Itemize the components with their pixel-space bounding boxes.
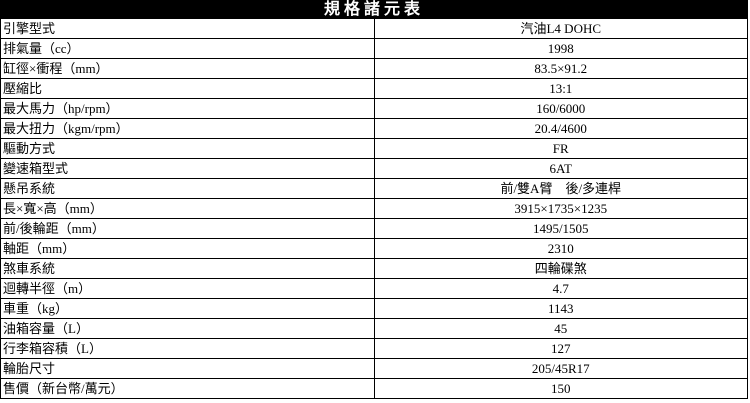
spec-value-cell: FR xyxy=(373,138,748,159)
spec-value-cell: 1143 xyxy=(373,298,748,319)
table-row: 前/後輪距（mm） 1495/1505 xyxy=(0,218,748,239)
spec-value-cell: 45 xyxy=(373,318,748,339)
table-row: 驅動方式 FR xyxy=(0,138,748,159)
table-row: 油箱容量（L） 45 xyxy=(0,318,748,339)
spec-value-cell: 2310 xyxy=(373,238,748,259)
spec-label-cell: 售價（新台幣/萬元） xyxy=(0,378,375,399)
spec-label-cell: 懸吊系統 xyxy=(0,178,375,199)
spec-value-cell: 6AT xyxy=(373,158,748,179)
spec-label-cell: 前/後輪距（mm） xyxy=(0,218,375,239)
table-row: 排氣量（cc） 1998 xyxy=(0,38,748,59)
spec-value-cell: 四輪碟煞 xyxy=(373,258,748,279)
table-row: 輪胎尺寸 205/45R17 xyxy=(0,358,748,379)
table-row: 最大扭力（kgm/rpm） 20.4/4600 xyxy=(0,118,748,139)
spec-label-cell: 軸距（mm） xyxy=(0,238,375,259)
spec-table-body: 引擎型式 汽油L4 DOHC 排氣量（cc） 1998 缸徑×衝程（mm） 83… xyxy=(0,18,748,399)
spec-label-cell: 驅動方式 xyxy=(0,138,375,159)
spec-value-cell: 1495/1505 xyxy=(373,218,748,239)
table-row: 長×寬×高（mm） 3915×1735×1235 xyxy=(0,198,748,219)
spec-label-cell: 最大扭力（kgm/rpm） xyxy=(0,118,375,139)
table-row: 軸距（mm） 2310 xyxy=(0,238,748,259)
table-row: 引擎型式 汽油L4 DOHC xyxy=(0,18,748,39)
spec-label-cell: 排氣量（cc） xyxy=(0,38,375,59)
table-title: 規格諸元表 xyxy=(0,0,748,19)
spec-label-cell: 引擎型式 xyxy=(0,18,375,39)
spec-label-cell: 車重（kg） xyxy=(0,298,375,319)
spec-value-cell: 150 xyxy=(373,378,748,399)
spec-value-cell: 汽油L4 DOHC xyxy=(373,18,748,39)
spec-label-cell: 油箱容量（L） xyxy=(0,318,375,339)
table-row: 壓縮比 13:1 xyxy=(0,78,748,99)
spec-label-cell: 最大馬力（hp/rpm） xyxy=(0,98,375,119)
table-row: 缸徑×衝程（mm） 83.5×91.2 xyxy=(0,58,748,79)
spec-label-cell: 行李箱容積（L） xyxy=(0,338,375,359)
table-row: 售價（新台幣/萬元） 150 xyxy=(0,378,748,399)
table-row: 迴轉半徑（m） 4.7 xyxy=(0,278,748,299)
spec-label-cell: 壓縮比 xyxy=(0,78,375,99)
spec-value-cell: 205/45R17 xyxy=(373,358,748,379)
spec-value-cell: 3915×1735×1235 xyxy=(373,198,748,219)
spec-value-cell: 1998 xyxy=(373,38,748,59)
spec-value-cell: 前/雙A臂 後/多連桿 xyxy=(373,178,748,199)
spec-label-cell: 輪胎尺寸 xyxy=(0,358,375,379)
table-row: 煞車系統 四輪碟煞 xyxy=(0,258,748,279)
spec-label-cell: 變速箱型式 xyxy=(0,158,375,179)
spec-value-cell: 160/6000 xyxy=(373,98,748,119)
spec-value-cell: 13:1 xyxy=(373,78,748,99)
spec-value-cell: 20.4/4600 xyxy=(373,118,748,139)
title-row: 規格諸元表 xyxy=(0,0,748,19)
spec-value-cell: 83.5×91.2 xyxy=(373,58,748,79)
spec-label-cell: 煞車系統 xyxy=(0,258,375,279)
spec-label-cell: 缸徑×衝程（mm） xyxy=(0,58,375,79)
table-row: 懸吊系統 前/雙A臂 後/多連桿 xyxy=(0,178,748,199)
spec-value-cell: 127 xyxy=(373,338,748,359)
table-row: 變速箱型式 6AT xyxy=(0,158,748,179)
table-row: 行李箱容積（L） 127 xyxy=(0,338,748,359)
table-row: 車重（kg） 1143 xyxy=(0,298,748,319)
spec-label-cell: 迴轉半徑（m） xyxy=(0,278,375,299)
table-row: 最大馬力（hp/rpm） 160/6000 xyxy=(0,98,748,119)
spec-label-cell: 長×寬×高（mm） xyxy=(0,198,375,219)
spec-value-cell: 4.7 xyxy=(373,278,748,299)
spec-table-header: 規格諸元表 xyxy=(0,0,748,19)
